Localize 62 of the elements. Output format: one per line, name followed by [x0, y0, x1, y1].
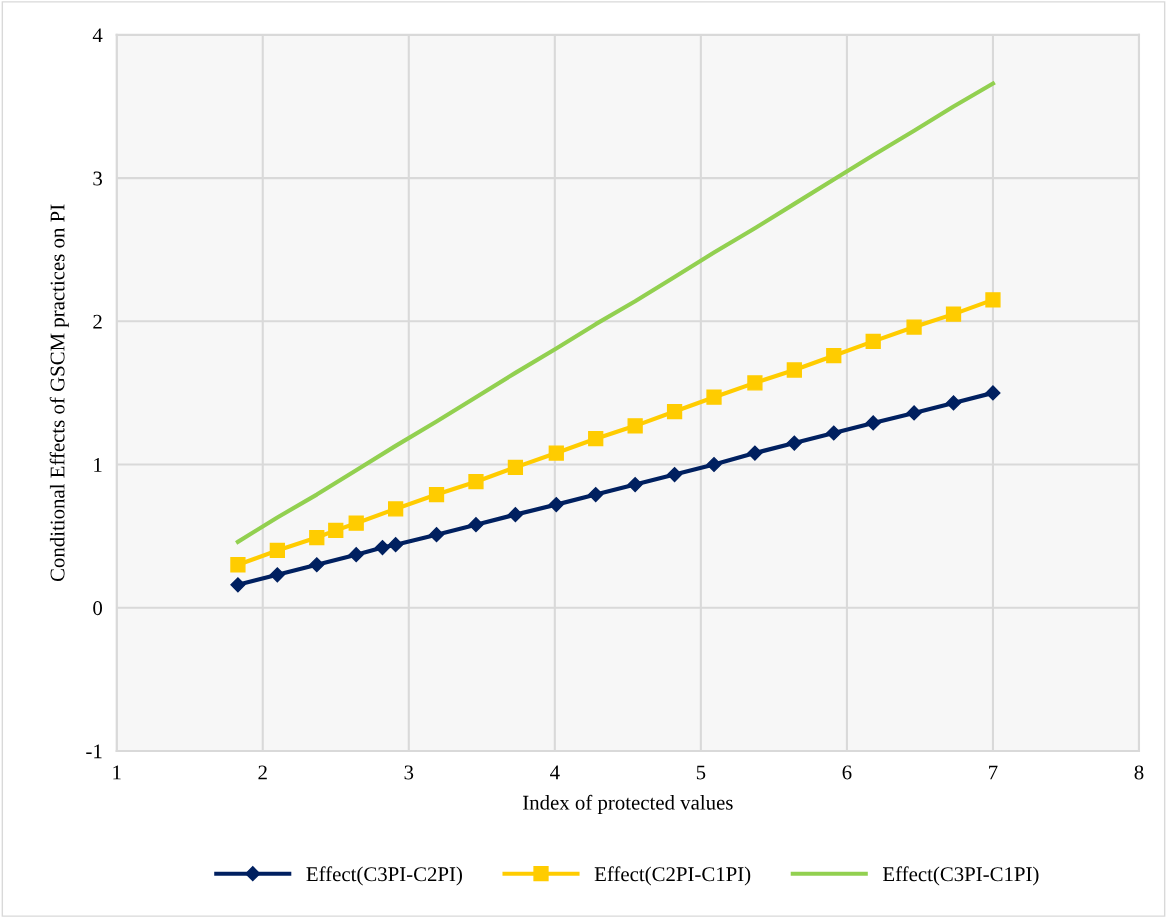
point	[706, 389, 722, 405]
point	[666, 403, 683, 420]
point	[826, 425, 842, 441]
line-series	[235, 81, 996, 544]
y-tick-label: 2	[93, 314, 102, 329]
point	[627, 476, 643, 493]
point	[269, 567, 285, 583]
y-tick-label: 0	[93, 601, 103, 616]
point	[468, 474, 484, 490]
point	[906, 319, 922, 335]
y-axis-title: Conditional Effects of GSCM practices on PI	[49, 204, 69, 582]
point	[667, 466, 683, 483]
point	[230, 557, 246, 573]
point	[309, 529, 325, 546]
point	[826, 348, 842, 364]
point	[747, 375, 763, 391]
y-tick-label: 4	[92, 28, 103, 43]
point	[945, 395, 962, 411]
point	[906, 405, 922, 421]
point	[388, 501, 404, 517]
x-tick-label: 1	[113, 765, 121, 780]
x-axis-title: Index of protected values	[523, 794, 733, 814]
x-tick-label: 2	[258, 765, 267, 780]
x-tick-label: 7	[989, 765, 998, 780]
point	[786, 362, 802, 378]
legend-label: Effect(C3PI-C2PI)	[306, 866, 462, 886]
y-tick-label: 3	[93, 171, 102, 186]
point	[428, 486, 445, 503]
legend-label: Effect(C2PI-C1PI)	[594, 866, 751, 886]
x-tick-label: 6	[842, 765, 852, 780]
point	[348, 547, 364, 563]
point	[786, 435, 802, 451]
x-tick-label: 8	[1134, 765, 1144, 780]
legend-label: Effect(C3PI-C1PI)	[882, 866, 1039, 886]
point	[269, 542, 285, 559]
point	[627, 418, 643, 434]
point	[548, 497, 564, 513]
point	[588, 487, 604, 503]
point	[865, 415, 881, 431]
x-tick-label: 5	[696, 765, 706, 780]
point	[985, 385, 1001, 401]
point	[507, 507, 523, 523]
point	[985, 292, 1001, 308]
point	[328, 522, 344, 539]
point	[374, 539, 391, 556]
point	[468, 517, 484, 533]
point	[588, 431, 604, 447]
point	[348, 515, 364, 531]
point	[507, 459, 524, 476]
point	[747, 445, 763, 461]
point	[865, 333, 881, 349]
point	[428, 527, 445, 543]
point	[309, 557, 325, 573]
point	[388, 537, 404, 553]
x-tick-label: 3	[404, 765, 414, 780]
y-tick-label: -1	[86, 744, 102, 759]
point	[945, 306, 962, 322]
x-tick-label: 4	[550, 765, 560, 780]
point	[706, 456, 722, 473]
y-tick-label: 1	[94, 457, 102, 472]
point	[548, 445, 564, 461]
point	[230, 577, 246, 593]
